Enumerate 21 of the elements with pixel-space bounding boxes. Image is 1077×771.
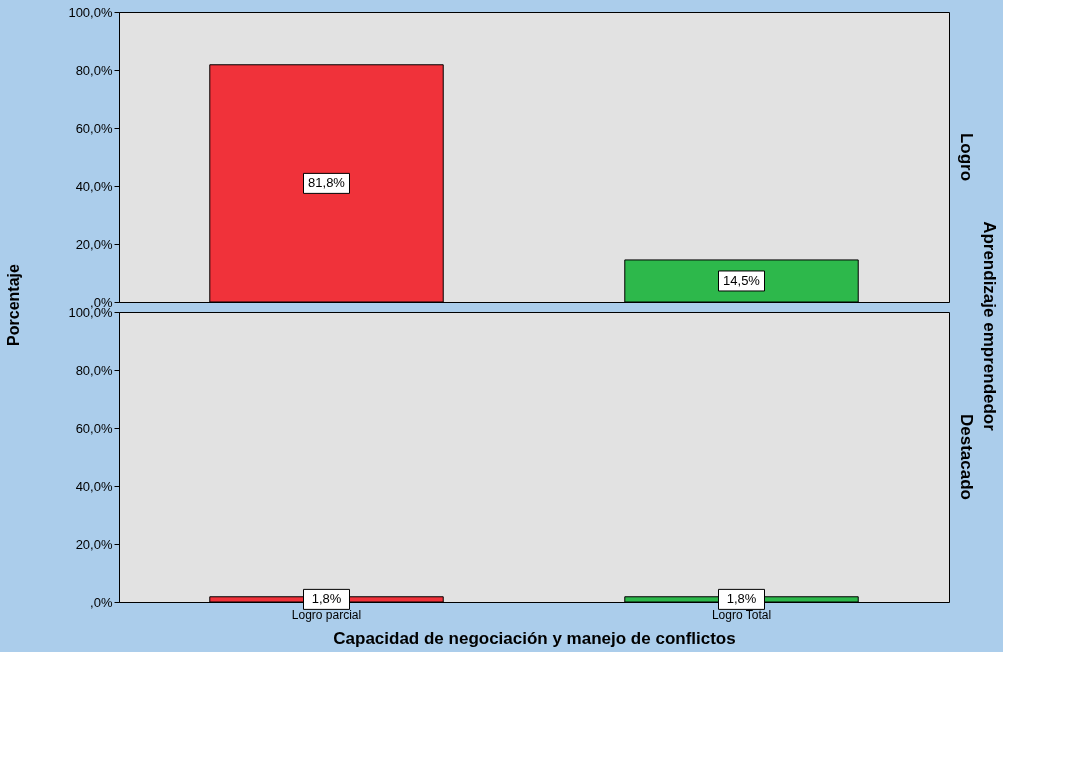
y-tick-label: 20,0% — [75, 236, 113, 252]
x-tick-label: Logro Total — [711, 607, 772, 622]
data-label: 14,5% — [723, 272, 761, 288]
y-tick-label: ,0% — [90, 594, 113, 610]
y-tick-label: 80,0% — [75, 62, 113, 78]
y-tick-label: 80,0% — [75, 362, 113, 378]
y-tick-label: 60,0% — [75, 420, 113, 436]
y-tick-label: 100,0% — [68, 4, 113, 20]
y-tick-label: 60,0% — [75, 120, 113, 136]
data-label: 1,8% — [726, 591, 757, 607]
text: Aprendizaje emprendedor — [979, 221, 999, 432]
x-axis-title: Capacidad de negociación y manejo de conflictos — [333, 628, 736, 648]
y-tick-label: 40,0% — [75, 478, 113, 494]
data-label: 1,8% — [311, 591, 342, 607]
y-axis-title: Porcentaje — [5, 263, 22, 346]
x-tick-label: Logro parcial — [291, 607, 362, 622]
text: Destacado — [957, 414, 976, 500]
data-label: 81,8% — [308, 175, 346, 191]
y-tick-label: 40,0% — [75, 178, 113, 194]
y-tick-label: 20,0% — [75, 536, 113, 552]
text: Logro — [957, 132, 976, 182]
